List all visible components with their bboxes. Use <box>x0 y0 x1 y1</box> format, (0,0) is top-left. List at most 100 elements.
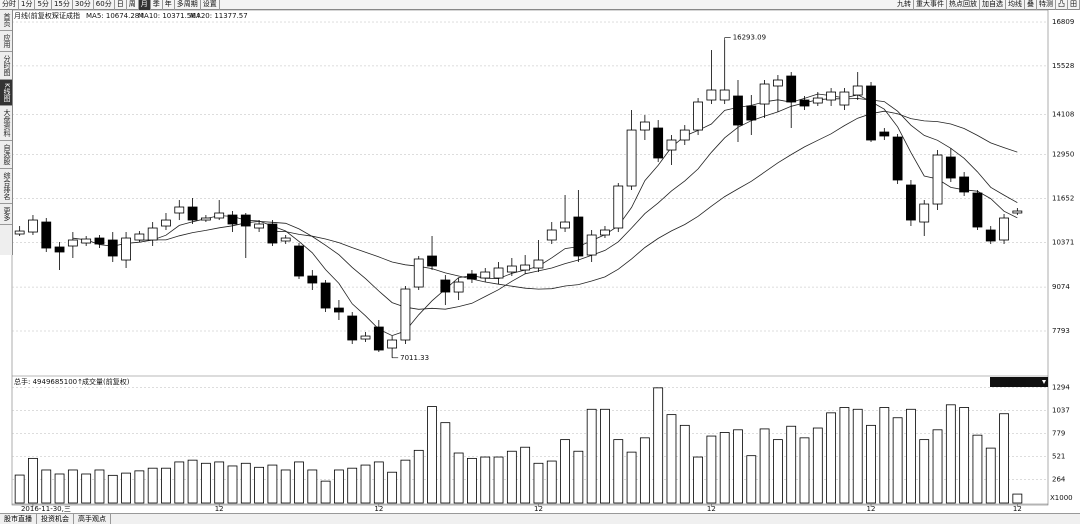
volume-bar <box>360 464 371 504</box>
sidebar-tab[interactable]: 综合排名 <box>0 169 12 204</box>
sidebar-tab[interactable]: 首页 <box>0 10 12 31</box>
toolbar-button[interactable]: 特测 <box>1037 0 1056 10</box>
toolbar-button[interactable]: 日 <box>115 0 127 10</box>
volume-bar <box>373 461 384 504</box>
candle-body <box>506 265 517 273</box>
volume-bar <box>945 404 956 504</box>
toolbar-button[interactable]: 年 <box>163 0 175 10</box>
toolbar-button[interactable]: 热点回放 <box>947 0 980 10</box>
toolbar-button[interactable]: 15分 <box>52 0 73 10</box>
toolbar-button[interactable]: 多周期 <box>175 0 201 10</box>
candle-body <box>786 75 797 103</box>
volume-bar <box>453 452 464 504</box>
toolbar-button[interactable]: 60分 <box>94 0 115 10</box>
volume-bar <box>506 450 517 504</box>
candle-body <box>693 101 703 131</box>
bottom-tab[interactable]: 投资机会 <box>37 514 74 524</box>
annotation-pointer <box>724 37 731 40</box>
volume-bar <box>294 461 304 504</box>
toolbar-left: 分时 1分 5分 15分 30分 60分日周月季年多周期 设置 <box>0 0 220 10</box>
volume-bar <box>826 412 837 504</box>
indicator-selector[interactable]: 成交量 <box>1006 377 1027 386</box>
toolbar-button[interactable]: 重大事件 <box>914 0 947 10</box>
volume-bar <box>639 437 650 504</box>
candle-body <box>626 129 637 187</box>
toolbar-button[interactable]: 均线 <box>1006 0 1025 10</box>
toolbar-button[interactable]: 设置 <box>201 0 220 10</box>
toolbar-button[interactable]: 季 <box>151 0 163 10</box>
volume-bar <box>932 429 943 504</box>
candle-body <box>639 121 650 131</box>
chart-title: 月线(前复权) <box>14 11 55 20</box>
candle-body <box>360 335 371 340</box>
candle-body <box>546 229 557 241</box>
volume-bar <box>600 408 610 504</box>
candle-body <box>240 214 251 227</box>
candle-body <box>400 288 411 341</box>
volume-bar <box>440 422 451 504</box>
candle-body <box>307 275 318 284</box>
volume-bar <box>161 467 171 504</box>
candle-body <box>373 326 384 351</box>
bottom-tab[interactable]: 股市直播 <box>0 514 37 524</box>
candle-body <box>440 279 451 293</box>
y-tick-label: 15528 <box>1052 62 1074 70</box>
toolbar-button[interactable]: 加自选 <box>980 0 1006 10</box>
volume-bar <box>985 447 996 504</box>
toolbar-button[interactable]: 30分 <box>73 0 94 10</box>
volume-bar <box>107 474 118 504</box>
candle-body <box>520 264 531 271</box>
toolbar-button[interactable]: 分时 <box>0 0 19 10</box>
toolbar-button[interactable]: 凸 <box>1056 0 1068 10</box>
toolbar-button[interactable]: 叠 <box>1025 0 1037 10</box>
x-tick-label: 12 <box>374 505 383 513</box>
candle-body <box>879 131 890 137</box>
candle-body <box>200 217 211 221</box>
sidebar-tab[interactable]: 大盘资料 <box>0 106 12 141</box>
chart: 7793 9074 10371 11652 12950 14108 15528 16809 月线… <box>11 9 1074 513</box>
volume-bar <box>693 456 703 504</box>
toolbar-button[interactable]: 九转 <box>895 0 914 10</box>
candle-body <box>826 91 837 101</box>
toolbar-button[interactable]: 田 <box>1068 0 1080 10</box>
sidebar-tab[interactable]: 自选股 <box>0 141 12 169</box>
volume-bar <box>67 469 78 504</box>
y-tick-label: 11652 <box>1052 195 1074 203</box>
toolbar-button[interactable]: 5分 <box>35 0 52 10</box>
x-tick-label: 12 <box>534 505 543 513</box>
toolbar-button[interactable]: 周 <box>127 0 139 10</box>
y-tick-label: 1294 <box>1052 383 1070 391</box>
y-tick-label: 9074 <box>1052 283 1070 291</box>
candle-body <box>254 223 264 229</box>
volume-bar <box>480 456 491 504</box>
candle-body <box>799 99 810 107</box>
volume-bar <box>573 450 584 504</box>
candle-body <box>586 234 597 256</box>
volume-bar <box>852 408 863 504</box>
candle-body <box>919 203 930 223</box>
candle-body <box>334 307 344 313</box>
candle-body <box>839 91 850 106</box>
candle-body <box>121 237 131 261</box>
sidebar-tab[interactable]: 分时图 <box>0 52 12 80</box>
sidebar-tab[interactable]: K线图 <box>0 80 12 106</box>
sidebar-tab[interactable]: 更多 <box>0 204 12 225</box>
candle-body <box>972 192 983 228</box>
ma-line <box>272 110 1018 290</box>
chart-subtitle: 深证成指 <box>52 11 80 20</box>
toolbar-button[interactable]: 月 <box>138 0 151 10</box>
candle-body <box>187 206 198 221</box>
volume-bar <box>334 469 344 504</box>
bottom-tab[interactable]: 高手观点 <box>74 514 111 524</box>
toolbar-button[interactable]: 1分 <box>19 0 36 10</box>
sidebar-tab[interactable]: 应用 <box>0 31 12 52</box>
volume-bar <box>413 449 424 504</box>
y-tick-label: 1037 <box>1052 406 1070 414</box>
candle-body <box>985 229 996 242</box>
candle-body <box>227 214 238 225</box>
volume-bar <box>493 456 504 504</box>
toolbar-right: 九转 重大事件 热点回放 加自选 均线叠特测凸田 <box>895 0 1080 10</box>
toolbar: 分时 1分 5分 15分 30分 60分日周月季年多周期 设置 九转 重大事件 热点回放 加自选 均线… <box>0 0 1080 10</box>
volume-bar <box>746 455 757 504</box>
